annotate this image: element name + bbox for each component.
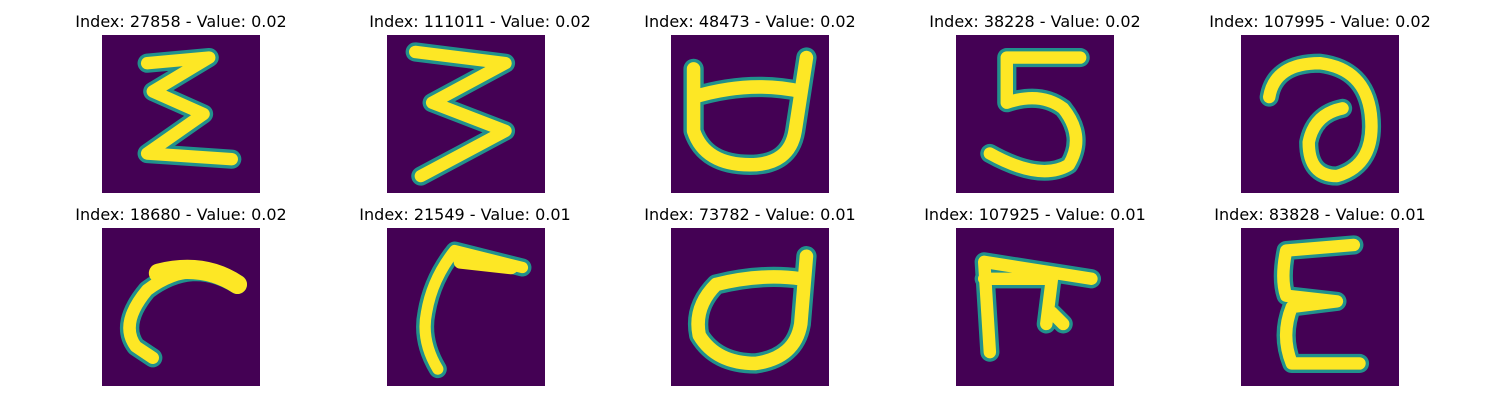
glyph-curl-loop-icon <box>1241 35 1399 193</box>
panel-title: Index: 73782 - Value: 0.01 <box>644 205 856 224</box>
digit-image-38228 <box>956 35 1114 193</box>
digit-image-107995 <box>1241 35 1399 193</box>
panel-title: Index: 38228 - Value: 0.02 <box>929 12 1141 31</box>
panel-title: Index: 107995 - Value: 0.02 <box>1209 12 1431 31</box>
panel-title: Index: 83828 - Value: 0.01 <box>1214 205 1426 224</box>
panel-title: Index: 111011 - Value: 0.02 <box>369 12 591 31</box>
glyph-open-bowl-icon <box>671 228 829 386</box>
glyph-digit-five-icon <box>956 35 1114 193</box>
glyph-cup-with-horns-icon <box>671 35 829 193</box>
digit-image-73782 <box>671 228 829 386</box>
glyph-bent-stroke-icon <box>387 228 545 386</box>
panel-title: Index: 21549 - Value: 0.01 <box>359 205 571 224</box>
panel-title: Index: 27858 - Value: 0.02 <box>75 12 287 31</box>
glyph-zigzag-sigma-icon <box>102 35 260 193</box>
digit-image-48473 <box>671 35 829 193</box>
glyph-gate-shape-icon <box>956 228 1114 386</box>
digit-image-27858 <box>102 35 260 193</box>
digit-image-107925 <box>956 228 1114 386</box>
glyph-epsilon-shape-icon <box>1241 228 1399 386</box>
digit-image-83828 <box>1241 228 1399 386</box>
digit-image-21549 <box>387 228 545 386</box>
digit-image-111011 <box>387 35 545 193</box>
glyph-three-zigzag-icon <box>387 35 545 193</box>
panel-title: Index: 107925 - Value: 0.01 <box>924 205 1146 224</box>
glyph-hook-curve-icon <box>102 228 260 386</box>
panel-title: Index: 48473 - Value: 0.02 <box>644 12 856 31</box>
panel-title: Index: 18680 - Value: 0.02 <box>75 205 287 224</box>
digit-image-18680 <box>102 228 260 386</box>
